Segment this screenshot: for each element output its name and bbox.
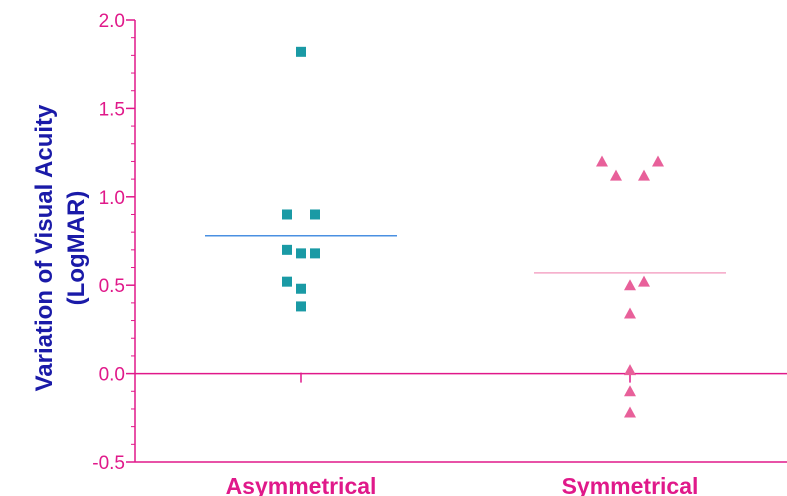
y-tick-label: -0.5 <box>92 453 125 474</box>
y-axis-title-line1: Variation of Visual Acuity <box>31 104 58 391</box>
data-point-square <box>282 276 292 287</box>
data-point-triangle <box>624 307 636 319</box>
data-point-triangle <box>624 406 636 418</box>
data-point-triangle <box>596 155 608 167</box>
data-point-triangle <box>652 155 664 167</box>
data-point-square <box>282 209 292 220</box>
data-marks <box>205 46 726 418</box>
data-point-triangle <box>638 169 650 181</box>
y-tick-label: 1.5 <box>99 99 125 120</box>
x-category-label: Asymmetrical <box>226 473 377 496</box>
data-point-triangle <box>624 385 636 397</box>
x-axis-labels: Asymmetrical Symmetrical <box>226 473 699 496</box>
data-point-square <box>296 283 306 294</box>
data-point-square <box>296 248 306 259</box>
data-point-square <box>310 248 320 259</box>
data-point-square <box>282 244 292 255</box>
y-tick-label: 2.0 <box>99 11 125 32</box>
y-tick-label: 0.5 <box>99 276 125 297</box>
data-point-triangle <box>624 364 636 376</box>
axes: 2.0 1.5 1.0 0.5 0.0 -0.5 <box>92 11 787 474</box>
data-point-square <box>296 46 306 57</box>
x-category-label: Symmetrical <box>562 473 699 496</box>
data-point-square <box>310 209 320 220</box>
data-point-square <box>296 301 306 312</box>
y-axis-title-line2: (LogMAR) <box>63 191 90 306</box>
y-tick-label: 0.0 <box>99 365 125 386</box>
y-tick-label: 1.0 <box>99 188 125 209</box>
data-point-triangle <box>610 169 622 181</box>
data-point-triangle <box>638 275 650 287</box>
data-point-triangle <box>624 279 636 291</box>
